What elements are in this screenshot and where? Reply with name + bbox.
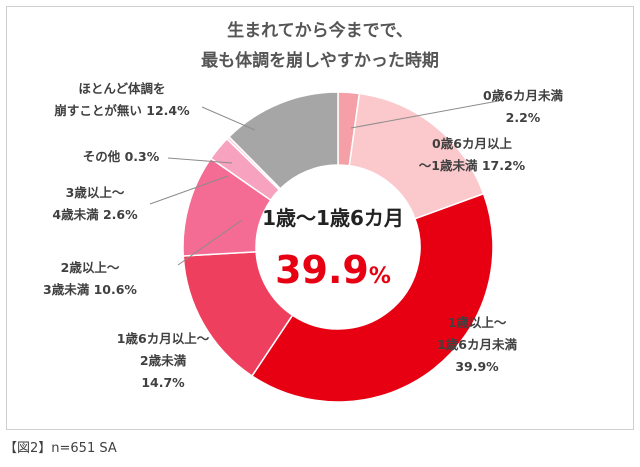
leader-line bbox=[167, 157, 233, 164]
slice-label-line: 2歳以上〜 bbox=[61, 260, 120, 275]
slice-label: 3歳以上〜 4歳未満 2.6% bbox=[52, 185, 138, 222]
donut-slice bbox=[227, 91, 339, 190]
slice-label-line: 崩すことが無い 12.4% bbox=[54, 103, 190, 118]
slice-label-line: 1歳6カ月以上〜 bbox=[117, 331, 210, 346]
footnote: 【図2】n=651 SA bbox=[4, 441, 117, 456]
slice-label-line: 3歳未満 10.6% bbox=[43, 282, 137, 297]
donut-slice bbox=[348, 92, 485, 220]
slice-label: 1歳6カ月以上〜 2歳未満 14.7% bbox=[117, 331, 210, 390]
chart-title: 生まれてから今までで、 最も体調を崩しやすかった時期 bbox=[0, 16, 640, 76]
slice-label-line: 1歳6カ月未満 bbox=[437, 337, 517, 352]
center-label: 1歳〜1歳6カ月 bbox=[262, 206, 404, 230]
slice-label: 1歳以上〜 1歳6カ月未満 39.9% bbox=[437, 315, 517, 374]
slice-label-line: 4歳未満 2.6% bbox=[52, 207, 138, 222]
leader-line bbox=[350, 100, 499, 129]
slice-label-line: ほとんど体調を bbox=[78, 81, 165, 96]
leader-line bbox=[177, 219, 243, 266]
slice-label-line: 0歳6カ月未満 bbox=[483, 88, 563, 103]
slice-label: ほとんど体調を崩すことが無い 12.4% bbox=[54, 81, 190, 118]
center-value-unit: % bbox=[368, 264, 391, 289]
slice-label: 2歳以上〜 3歳未満 10.6% bbox=[43, 260, 137, 297]
slice-label-line: その他 0.3% bbox=[83, 149, 160, 164]
slice-label-line: 2歳未満 bbox=[140, 353, 187, 368]
leader-line bbox=[201, 106, 256, 131]
slice-label: 0歳6カ月未満 2.2% bbox=[483, 88, 563, 125]
slice-label-line: 〜1歳未満 17.2% bbox=[419, 158, 526, 173]
leader-line bbox=[149, 175, 229, 205]
chart-title-line-1: 生まれてから今までで、 bbox=[227, 21, 413, 41]
donut-slice bbox=[250, 192, 494, 403]
slice-label-line: 0歳6カ月以上 bbox=[432, 136, 512, 151]
chart-title-line-2: 最も体調を崩しやすかった時期 bbox=[201, 51, 439, 71]
slice-label-line: 3歳以上〜 bbox=[66, 185, 125, 200]
slice-label-line: 39.9% bbox=[455, 359, 499, 374]
slice-label-line: 1歳以上〜 bbox=[448, 315, 507, 330]
slice-label: 0歳6カ月以上〜1歳未満 17.2% bbox=[419, 136, 526, 173]
slice-label-line: 14.7% bbox=[141, 375, 185, 390]
slice-label-line: 2.2% bbox=[506, 110, 541, 125]
slice-label: その他 0.3% bbox=[83, 149, 160, 164]
center-value: 39.9% bbox=[238, 248, 428, 292]
center-value-number: 39.9 bbox=[275, 248, 369, 292]
